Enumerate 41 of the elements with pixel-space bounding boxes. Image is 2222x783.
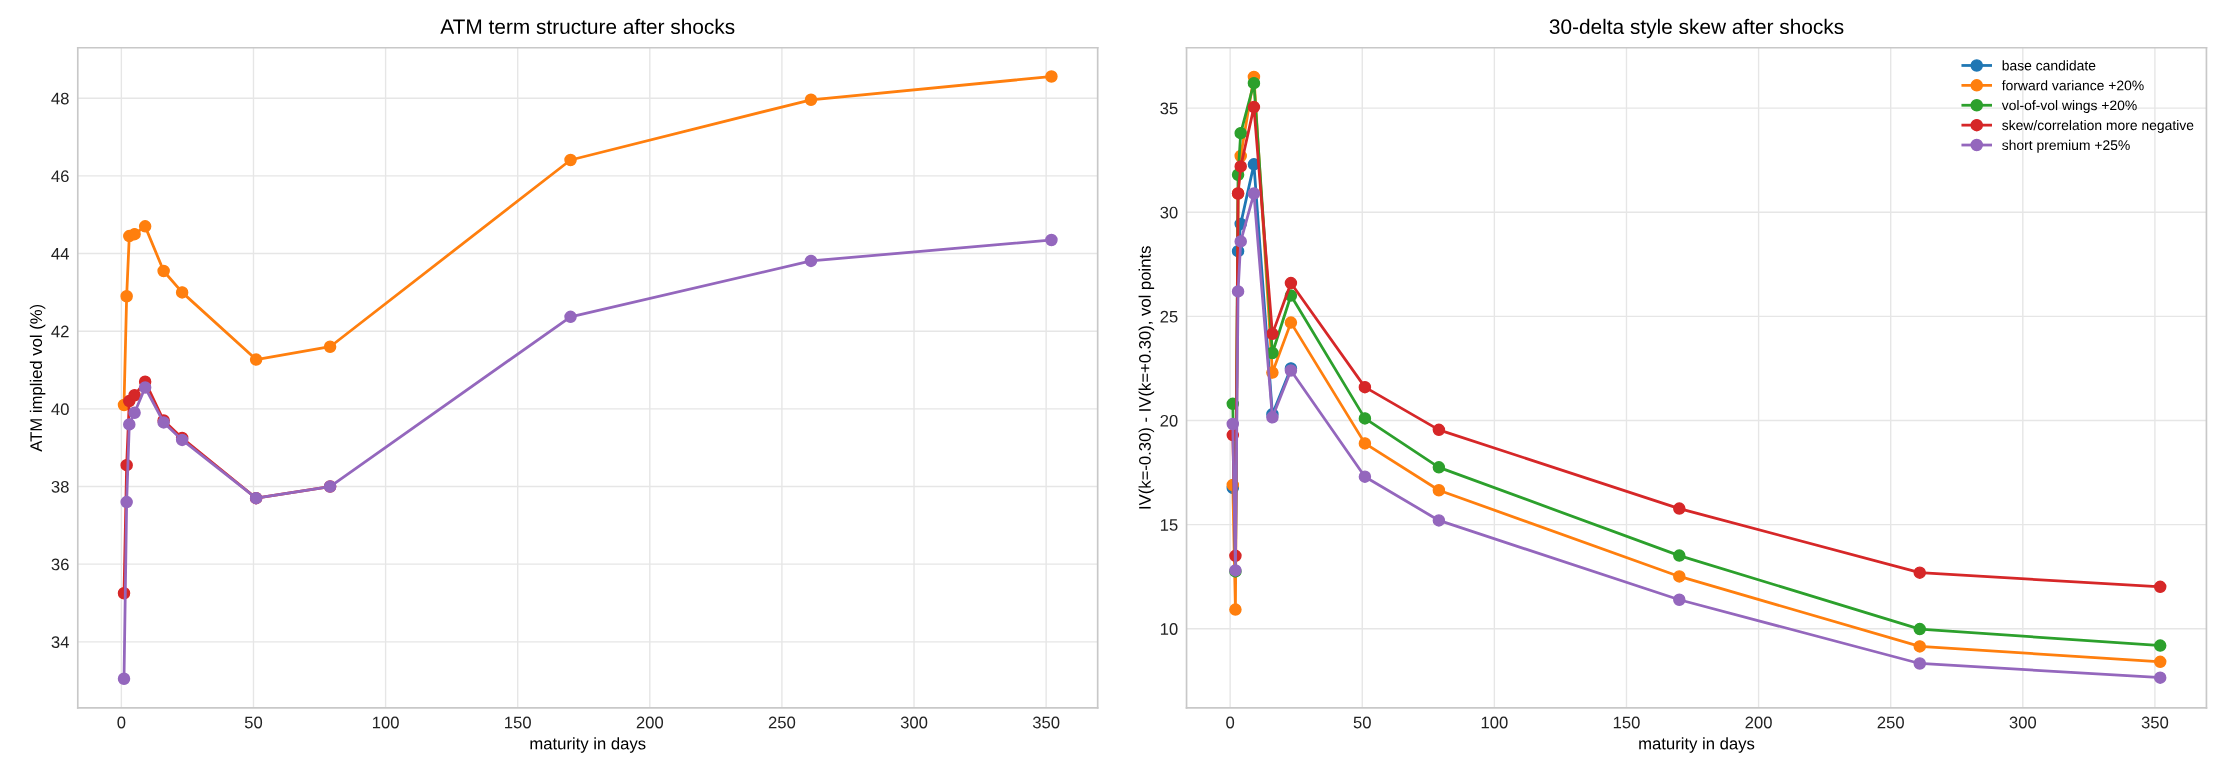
y-tick-label: 40 <box>51 403 69 416</box>
x-tick-label: 50 <box>1353 716 1371 729</box>
y-tick-label: 42 <box>51 325 69 338</box>
y-axis-title: IV(k=-0.30) - IV(k=+0.30), vol points <box>1138 246 1155 509</box>
x-tick-label: 200 <box>636 716 664 729</box>
y-tick-label: 35 <box>1160 102 1178 115</box>
x-tick-label: 250 <box>768 716 796 729</box>
legend-label: vol-of-vol wings +20% <box>2001 100 2137 113</box>
x-tick-label: 150 <box>1613 716 1640 729</box>
y-tick-label: 46 <box>51 170 69 183</box>
y-tick-label: 38 <box>51 480 69 493</box>
y-tick-label: 34 <box>51 636 69 649</box>
x-tick-label: 100 <box>1481 716 1508 729</box>
chart-title: ATM term structure after shocks <box>440 18 735 35</box>
legend-label: base candidate <box>2002 60 2096 71</box>
y-tick-label: 25 <box>1160 310 1178 323</box>
x-tick-label: 300 <box>900 716 928 729</box>
y-tick-label: 30 <box>1160 206 1178 219</box>
y-tick-label: 44 <box>51 248 69 260</box>
legend-label: skew/correlation more negative <box>2002 119 2194 133</box>
x-tick-label: 50 <box>244 716 263 729</box>
y-axis-title: ATM implied vol (%) <box>29 304 46 452</box>
legend-label: short premium +25% <box>2002 139 2130 153</box>
y-tick-label: 48 <box>51 92 69 105</box>
x-tick-label: 0 <box>1226 716 1235 729</box>
x-tick-label: 200 <box>1745 716 1772 729</box>
x-tick-label: 150 <box>505 716 531 729</box>
y-tick-label: 15 <box>1160 519 1178 531</box>
chart-title: 30-delta style skew after shocks <box>1549 18 1844 39</box>
x-tick-label: 350 <box>1032 716 1060 729</box>
x-tick-label: 100 <box>372 716 399 729</box>
x-tick-label: 250 <box>1877 716 1904 729</box>
y-tick-label: 10 <box>1160 623 1178 635</box>
x-axis-title: maturity in days <box>1639 737 1755 753</box>
x-axis-title: maturity in days <box>530 737 646 753</box>
x-tick-label: 0 <box>117 716 126 729</box>
x-tick-label: 300 <box>2009 716 2037 729</box>
x-tick-label: 350 <box>2141 716 2169 729</box>
y-tick-label: 36 <box>51 558 69 571</box>
y-tick-label: 20 <box>1160 414 1178 427</box>
legend-label: forward variance +20% <box>2001 80 2144 91</box>
